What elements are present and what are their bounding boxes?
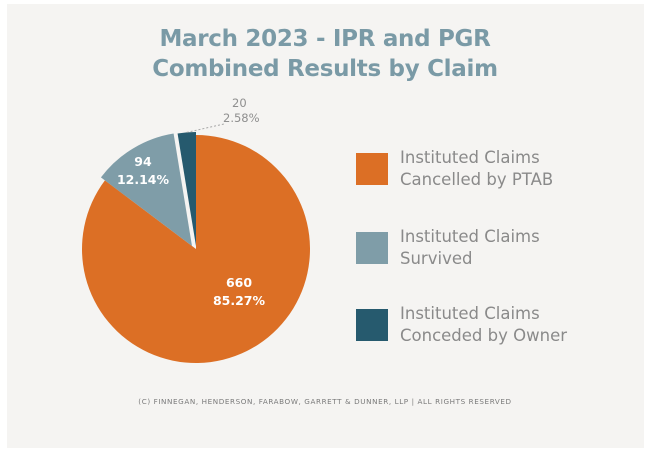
slice-label-cancelled-percent: 85.27% [213,293,266,308]
legend-label-conceded: Instituted Claims Conceded by Owner [400,303,567,347]
chart-title-line-1: March 2023 - IPR and PGR [159,26,491,52]
legend-label-line: Cancelled by PTAB [400,170,554,189]
legend-label-line: Conceded by Owner [400,326,567,345]
legend-label-line: Instituted Claims [400,227,540,246]
leader-line-conceded [186,123,225,133]
legend-label-cancelled: Instituted Claims Cancelled by PTAB [400,147,553,191]
slice-label-cancelled-value: 660 [226,275,252,290]
legend-swatch-cancelled [356,153,388,185]
slice-label-conceded-percent: 2.58% [223,111,260,125]
pie-slice-conceded [177,132,196,246]
legend-item-cancelled: Instituted Claims Cancelled by PTAB [356,147,553,191]
legend-label-line: Instituted Claims [400,304,540,323]
legend-label-line: Instituted Claims [400,148,540,167]
legend-label-survived: Instituted Claims Survived [400,226,540,270]
legend-swatch-conceded [356,309,388,341]
legend-item-survived: Instituted Claims Survived [356,226,540,270]
pie-slice-survived [100,133,192,246]
chart-title-line-2: Combined Results by Claim [152,56,498,82]
slice-label-survived-percent: 12.14% [117,172,170,187]
slice-label-survived-value: 94 [134,154,152,169]
legend-label-line: Survived [400,249,473,268]
copyright-footer: (C) FINNEGAN, HENDERSON, FARABOW, GARRET… [138,397,512,406]
slice-label-conceded-value: 20 [232,96,247,110]
pie-slice-cancelled [82,135,310,364]
legend-swatch-survived [356,232,388,264]
legend-item-conceded: Instituted Claims Conceded by Owner [356,303,567,347]
chart-title: March 2023 - IPR and PGR Combined Result… [0,24,650,84]
